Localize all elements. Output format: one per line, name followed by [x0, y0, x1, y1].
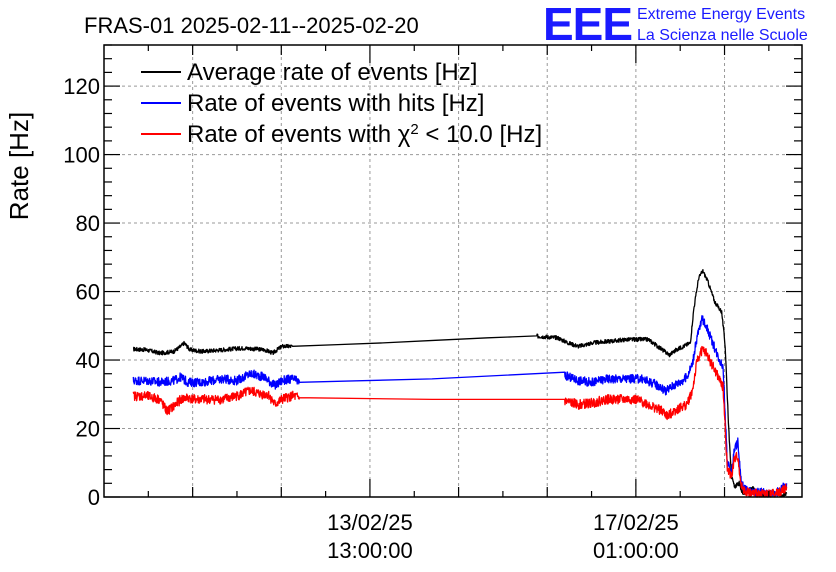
y-tick-label: 0: [88, 485, 100, 510]
chart-title: FRAS-01 2025-02-11--2025-02-20: [84, 13, 419, 38]
legend-entry-2: Rate of events with χ2 < 10.0 [Hz]: [187, 121, 542, 149]
x-tick-time: 01:00:00: [593, 538, 679, 563]
y-axis-label: Rate [Hz]: [4, 112, 34, 220]
y-tick-label: 80: [76, 211, 100, 236]
axes: 0 20 40 60 80 100 120 13/02/25 13:00:00 17/02/25 0…: [63, 44, 803, 563]
grid: [104, 45, 802, 497]
eee-logo: EEE Extreme Energy Events La Scienza nel…: [543, 0, 808, 50]
series-line-0: [132, 268, 788, 498]
x-tick-date: 17/02/25: [593, 510, 679, 535]
y-tick-label: 60: [76, 280, 100, 305]
eee-logo-line1: Extreme Energy Events: [637, 6, 805, 23]
y-tick-label: 40: [76, 348, 100, 373]
x-tick-date: 13/02/25: [327, 510, 413, 535]
series-line-1: [132, 315, 788, 498]
legend-entry-0: Average rate of events [Hz]: [187, 59, 477, 86]
series-group: [132, 268, 788, 498]
y-tick-label: 20: [76, 417, 100, 442]
plot-frame: [103, 44, 803, 498]
eee-logo-mark: EEE: [543, 0, 632, 50]
legend-superscript: 2: [410, 121, 418, 138]
legend-entry-1: Rate of events with hits [Hz]: [187, 90, 484, 117]
y-tick-label: 100: [63, 143, 100, 168]
x-tick-time: 13:00:00: [327, 538, 413, 563]
eee-logo-line2: La Scienza nelle Scuole: [637, 27, 808, 44]
series-line-2: [132, 345, 788, 498]
y-tick-label: 120: [63, 74, 100, 99]
legend: Average rate of events [Hz] Rate of event…: [141, 59, 542, 148]
legend-entry-rest: < 10.0 [Hz]: [419, 121, 542, 148]
